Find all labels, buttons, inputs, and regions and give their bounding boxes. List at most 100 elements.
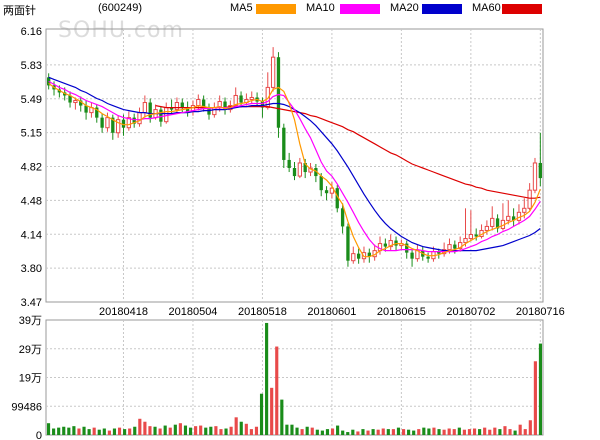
stock-code: (600249) — [98, 2, 143, 14]
candle-body — [276, 57, 281, 128]
volume-bar — [133, 426, 137, 435]
candle-body — [463, 238, 468, 244]
stock-name: 两面针 — [3, 5, 36, 17]
candle-body — [511, 216, 516, 221]
legend-ma5-swatch — [256, 4, 296, 14]
candle-body — [356, 253, 361, 259]
volume-bar — [478, 429, 482, 435]
volume-ytick-label: 0 — [36, 430, 42, 440]
candle-body — [287, 159, 291, 169]
volume-bar — [417, 429, 421, 435]
candle-body — [303, 162, 307, 173]
volume-bar — [538, 343, 543, 435]
candle-body — [239, 95, 243, 103]
candle-body — [447, 244, 452, 251]
candle-body — [484, 225, 490, 231]
volume-bar — [229, 426, 233, 435]
volume-bar — [209, 426, 213, 435]
legend-ma20-swatch — [422, 4, 462, 14]
volume-bar — [528, 420, 532, 435]
volume-bar — [407, 429, 411, 435]
volume-bar — [427, 428, 431, 435]
volume-bar — [371, 429, 375, 435]
candle-body — [212, 107, 217, 116]
candle-body — [260, 101, 265, 108]
candle-body — [335, 188, 339, 209]
candle-body — [453, 244, 457, 249]
volume-bar — [305, 426, 309, 435]
volume-bar — [265, 322, 269, 435]
candle-body — [319, 176, 323, 191]
volume-bar — [239, 421, 243, 435]
volume-bar — [67, 427, 71, 435]
price-ytick-label: 6.16 — [21, 26, 42, 38]
candle-body — [164, 107, 169, 123]
date-xtick-label: 20180702 — [446, 306, 495, 318]
volume-bar — [503, 426, 507, 435]
date-xtick-label: 20180504 — [168, 306, 217, 318]
volume-bar — [498, 429, 502, 435]
date-xtick-label: 20180518 — [238, 306, 287, 318]
candle-body — [249, 96, 254, 101]
candle-body — [132, 117, 136, 124]
volume-bar — [87, 429, 91, 435]
candle-body — [73, 100, 78, 104]
volume-bar — [188, 427, 193, 435]
ma5-line — [48, 82, 541, 258]
volume-bar — [214, 426, 218, 435]
candle-body — [95, 107, 99, 118]
volume-bar — [432, 427, 436, 435]
candle-body — [47, 77, 51, 86]
candle-body — [340, 208, 345, 227]
volume-bar — [437, 429, 441, 435]
volume-bar — [330, 428, 335, 435]
date-xtick-label: 20180601 — [307, 306, 356, 318]
candle-body — [297, 162, 303, 177]
volume-ytick-label: 19万 — [19, 373, 42, 385]
chart-header: 两面针 (600249) MA5 MA10 MA20 MA60 — [0, 0, 600, 18]
candle-body — [148, 102, 152, 118]
volume-bar — [270, 387, 274, 435]
candle-body — [474, 234, 478, 237]
volume-bar — [194, 426, 198, 435]
volume-bar — [148, 426, 152, 435]
volume-bar — [533, 361, 537, 435]
candle-body — [233, 94, 238, 107]
candle-body — [185, 107, 190, 112]
candle-body — [174, 102, 180, 111]
price-ytick-label: 5.15 — [21, 128, 42, 140]
volume-bar — [290, 424, 294, 435]
candle-body — [388, 240, 393, 248]
volume-bar — [472, 428, 477, 435]
volume-bar — [336, 425, 340, 435]
volume-bar — [224, 428, 228, 435]
volume-bar — [102, 428, 106, 435]
candle-body — [532, 162, 538, 191]
volume-bar — [46, 423, 51, 435]
volume-bar — [325, 429, 330, 435]
volume-bar — [107, 430, 111, 435]
volume-bar — [462, 429, 466, 435]
candle-body — [329, 187, 335, 194]
volume-bar — [523, 429, 527, 435]
candle-body — [405, 243, 409, 253]
volume-bar — [467, 429, 472, 435]
price-ytick-label: 5.49 — [21, 94, 42, 106]
volume-bar — [153, 426, 157, 435]
candle-body — [292, 168, 297, 177]
volume-bar — [401, 429, 406, 435]
volume-bar — [163, 425, 167, 435]
legend-ma20-label: MA20 — [390, 2, 419, 14]
ma10-line — [48, 80, 541, 253]
candle-body — [105, 117, 110, 129]
legend-ma60-label: MA60 — [472, 2, 501, 14]
volume-bar — [310, 427, 314, 435]
candle-body — [351, 253, 356, 262]
legend-ma10-label: MA10 — [306, 2, 335, 14]
candle-body — [159, 109, 163, 122]
volume-bar — [183, 425, 188, 435]
volume-bar — [97, 429, 101, 435]
volume-bar — [82, 426, 86, 435]
candle-body — [495, 218, 500, 229]
